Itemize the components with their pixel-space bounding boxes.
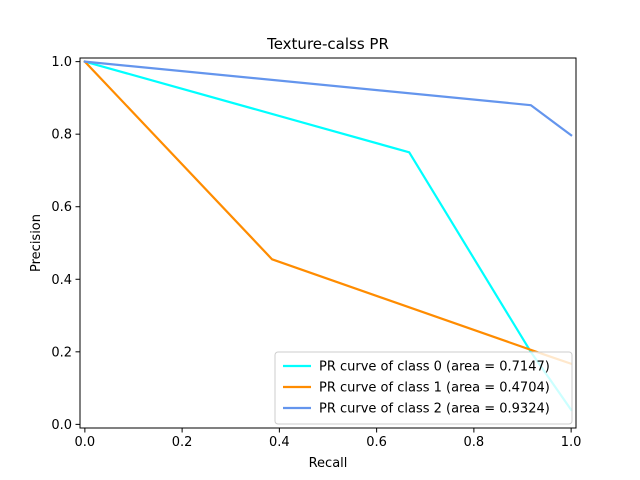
y-tick-label: 0.6 xyxy=(51,200,72,215)
y-tick-label: 0.2 xyxy=(51,345,72,360)
legend-label-class-1: PR curve of class 1 (area = 0.4704) xyxy=(319,381,550,396)
axes-frame xyxy=(79,57,577,429)
y-axis-label: Precision xyxy=(29,214,44,272)
plot-area: 0.0 0.2 0.4 0.6 0.8 1.0 0.0 0.2 0.4 0.6 0.8 1.0 xyxy=(51,55,581,450)
x-tick-label: 0.6 xyxy=(366,435,387,450)
y-tick-label: 0.8 xyxy=(51,128,72,143)
series-line-class-2 xyxy=(83,60,573,137)
y-tick-label: 0.4 xyxy=(51,273,72,288)
legend-box xyxy=(274,351,573,425)
legend-label-class-0: PR curve of class 0 (area = 0.7147) xyxy=(319,360,550,375)
x-axis-label: Recall xyxy=(309,456,348,471)
x-tick-label: 0.2 xyxy=(172,435,193,450)
legend-label-class-2: PR curve of class 2 (area = 0.9324) xyxy=(319,402,550,417)
y-tick-label: 0.0 xyxy=(51,418,72,433)
x-tick-label: 0.0 xyxy=(75,435,96,450)
y-tick-label: 1.0 xyxy=(51,55,72,70)
x-tick-label: 1.0 xyxy=(561,435,582,450)
x-tick-label: 0.4 xyxy=(269,435,290,450)
chart-title: Texture-calss PR xyxy=(266,35,389,53)
x-tick-label: 0.8 xyxy=(464,435,485,450)
legend: PR curve of class 0 (area = 0.7147) PR cu… xyxy=(274,351,573,425)
